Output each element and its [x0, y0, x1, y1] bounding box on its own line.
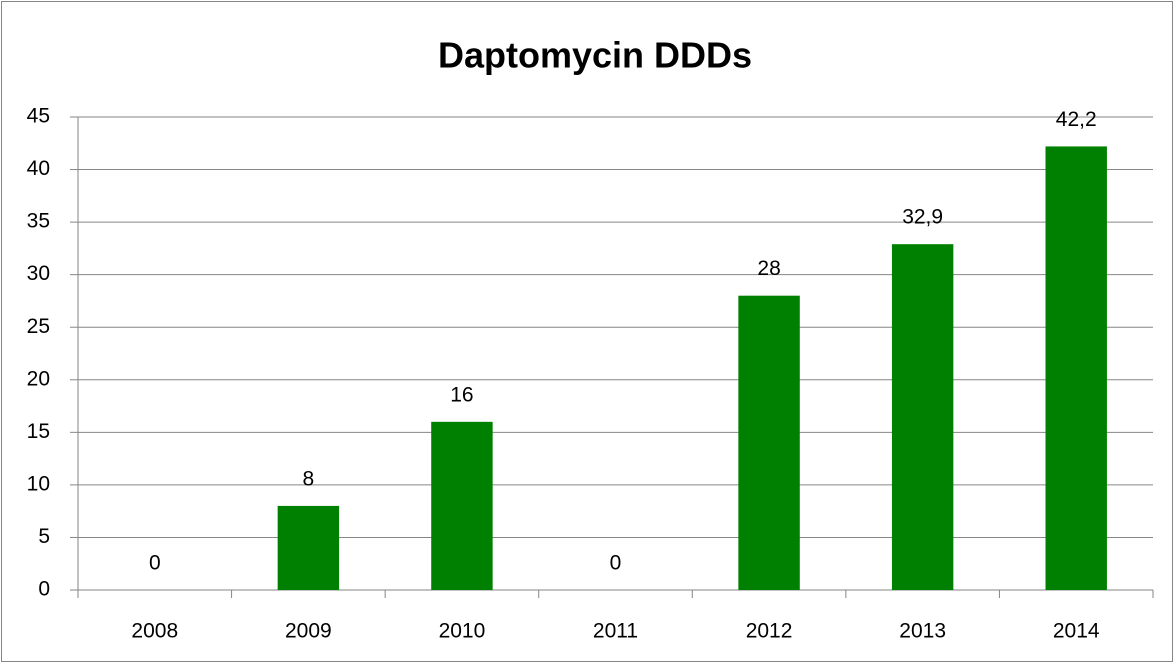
bar — [1045, 146, 1107, 591]
value-label: 0 — [610, 552, 622, 575]
x-tick-label: 2008 — [131, 620, 178, 643]
x-tick-label: 2014 — [1053, 620, 1100, 643]
bar — [277, 505, 340, 590]
y-tick-label: 30 — [27, 262, 50, 285]
x-tick-label: 2012 — [746, 620, 793, 643]
y-tick-label: 45 — [27, 105, 50, 128]
value-label: 8 — [303, 467, 315, 490]
y-tick-label: 15 — [27, 420, 50, 443]
x-tick-label: 2011 — [593, 620, 638, 643]
bar — [891, 244, 954, 590]
y-tick-label: 40 — [27, 157, 50, 180]
bar — [431, 421, 493, 590]
bar — [738, 295, 800, 590]
value-label: 0 — [149, 552, 161, 575]
x-tick-label: 2010 — [439, 620, 486, 643]
value-label: 28 — [757, 257, 780, 280]
value-label: 16 — [450, 383, 473, 406]
chart-title: Daptomycin DDDs — [438, 35, 752, 76]
y-tick-label: 0 — [38, 578, 50, 601]
value-label: 42,2 — [1056, 108, 1097, 131]
x-tick-label: 2009 — [285, 620, 332, 643]
value-label: 32,9 — [902, 206, 943, 229]
y-tick-label: 5 — [38, 525, 50, 548]
y-tick-label: 35 — [27, 210, 50, 233]
y-tick-label: 20 — [27, 367, 50, 390]
y-tick-label: 10 — [27, 472, 50, 495]
x-tick-label: 2013 — [899, 620, 946, 643]
y-tick-label: 25 — [27, 315, 50, 338]
